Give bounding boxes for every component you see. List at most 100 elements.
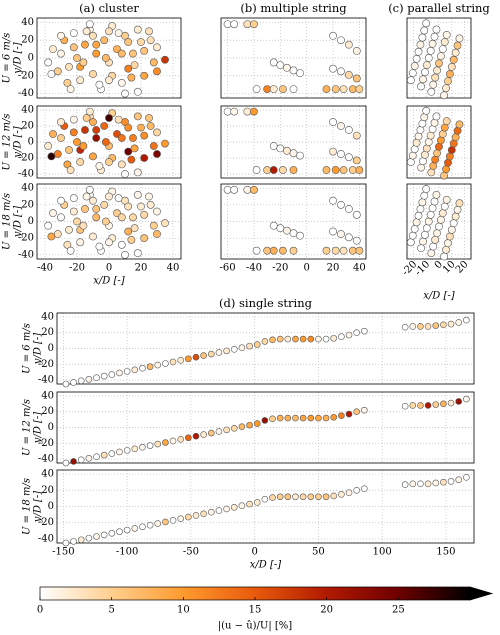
turbine-point [133, 87, 142, 96]
turbine-point [455, 199, 464, 208]
turbine-point [154, 440, 162, 448]
turbine-point [230, 107, 239, 116]
turbine-point [63, 78, 72, 87]
turbine-point [116, 528, 123, 535]
turbine-point [355, 166, 364, 174]
turbine-point [238, 344, 246, 352]
turbine-point [412, 54, 421, 63]
turbine-point [230, 185, 239, 194]
turbine-point [153, 230, 161, 238]
turbine-point [348, 246, 357, 255]
turbine-point [192, 432, 200, 440]
turbine-point [437, 136, 445, 145]
y-axis-label: y/D [-] [13, 206, 24, 238]
turbine-point [269, 415, 276, 423]
x-tick-label: 100 [373, 547, 392, 558]
turbine-point [322, 493, 330, 501]
turbine-point [429, 80, 438, 89]
turbine-point [449, 139, 458, 148]
turbine-point [89, 232, 97, 241]
turbine-point [92, 40, 101, 49]
turbine-point [417, 163, 425, 172]
turbine-point [337, 230, 345, 238]
turbine-point [124, 123, 133, 132]
turbine-point [200, 510, 207, 518]
turbine-point [133, 190, 142, 199]
turbine-point [339, 166, 348, 174]
turbine-point [283, 146, 291, 155]
turbine-point [162, 518, 169, 526]
turbine-point [353, 486, 360, 494]
turbine-point [101, 138, 110, 146]
turbine-point [329, 118, 337, 126]
turbine-point [435, 222, 443, 231]
y-tick-label: -20 [18, 70, 34, 81]
turbine-point [263, 166, 272, 174]
y-axis-label: y/D [-] [33, 412, 44, 444]
turbine-point [289, 149, 298, 158]
turbine-point [146, 442, 154, 449]
turbine-point [127, 155, 136, 164]
turbine-point [238, 502, 246, 509]
turbine-point [430, 118, 439, 127]
y-tick-label: 0 [48, 343, 54, 354]
x-axis-label: x/D [-] [93, 276, 124, 287]
turbine-point [85, 454, 93, 462]
turbine-point [449, 55, 458, 64]
turbine-point [252, 246, 261, 255]
turbine-point [117, 240, 126, 249]
y-axis-label: y/D [-] [13, 42, 24, 74]
turbine-point [66, 166, 75, 174]
turbine-point [153, 207, 161, 216]
y-tick-label: -40 [38, 533, 54, 544]
turbine-point [307, 493, 315, 501]
turbine-point [427, 87, 436, 96]
x-tick-label: -10 [413, 259, 432, 278]
panel-frame [406, 17, 472, 99]
turbine-point [121, 170, 129, 178]
turbine-point [447, 225, 456, 234]
turbine-point [401, 323, 409, 331]
turbine-point [322, 414, 330, 422]
turbine-point [348, 85, 357, 94]
turbine-point [417, 244, 425, 253]
turbine-point [435, 59, 443, 68]
turbine-point [345, 410, 353, 418]
panel-frame [56, 391, 475, 464]
turbine-point [444, 77, 452, 86]
turbine-point [322, 166, 331, 174]
turbine-point [424, 402, 432, 409]
y-tick-label: 20 [41, 485, 54, 496]
turbine-point [409, 480, 417, 488]
turbine-point [139, 443, 146, 451]
turbine-point [133, 249, 142, 258]
turbine-point [124, 147, 133, 156]
turbine-point [307, 335, 315, 343]
turbine-point [338, 412, 345, 419]
turbine-point [424, 480, 432, 488]
turbine-point [296, 151, 304, 160]
turbine-point [65, 62, 73, 71]
turbine-point [69, 29, 78, 38]
turbine-point [416, 205, 425, 213]
turbine-point [47, 152, 56, 161]
turbine-point [76, 238, 85, 247]
turbine-point [49, 45, 57, 54]
turbine-point [435, 142, 443, 151]
turbine-point [238, 423, 246, 431]
turbine-point [121, 89, 129, 98]
turbine-point [208, 429, 215, 437]
turbine-point [276, 414, 284, 422]
turbine-point [337, 200, 345, 209]
x-axis-label: x/D [-] [250, 560, 281, 571]
turbine-point [269, 246, 278, 255]
turbine-point [114, 29, 123, 38]
colorbar-tick-label: 20 [320, 605, 333, 616]
turbine-point [276, 335, 284, 343]
turbine-point [131, 366, 139, 374]
turbine-point [261, 495, 269, 503]
turbine-point [361, 485, 368, 492]
turbine-point [185, 513, 192, 521]
turbine-point [161, 139, 169, 148]
turbine-point [117, 78, 126, 87]
